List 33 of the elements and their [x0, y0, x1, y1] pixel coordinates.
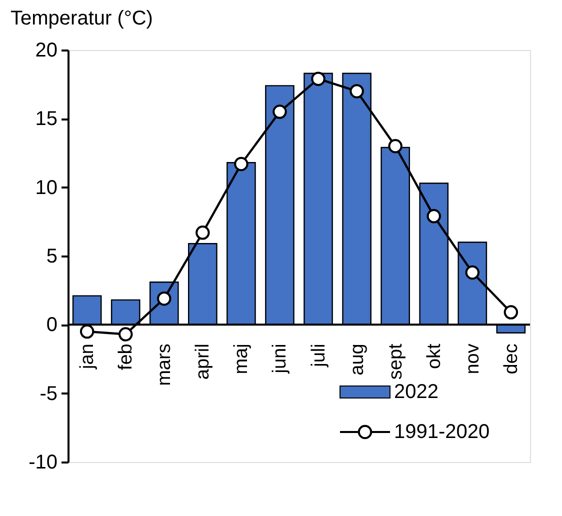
x-tick-label: sept [385, 342, 406, 380]
legend-label: 1991-2020 [394, 421, 490, 443]
point [465, 265, 480, 280]
y-tick-label: 10 [35, 176, 58, 199]
legend-label: 2022 [394, 381, 438, 403]
point [272, 104, 287, 119]
x-tick-label: maj [231, 344, 252, 374]
point [426, 209, 441, 224]
x-tick-label: okt [424, 342, 445, 370]
point [311, 72, 326, 86]
point [80, 324, 94, 339]
y-tick-label: 5 [46, 246, 58, 268]
x-tick-label: nov [462, 343, 484, 374]
point [388, 139, 402, 154]
y-tick-label: -10 [28, 452, 58, 474]
x-tick-label: juli [308, 344, 330, 368]
point [118, 327, 133, 342]
x-tick-label: juni [270, 344, 291, 374]
point [350, 84, 364, 98]
y-tick-label: 20 [35, 40, 58, 62]
x-tick-label: jan [77, 344, 98, 370]
y-tick-label: -5 [40, 382, 58, 405]
point [504, 305, 518, 320]
y-tick-label: 15 [35, 108, 58, 130]
x-tick-label: dec [500, 344, 522, 374]
x-tick-label: aug [346, 344, 368, 376]
point [196, 226, 210, 240]
x-tick-label: feb [116, 344, 137, 370]
x-tick-label: april [192, 344, 214, 380]
y-axis-title: Temperatur (°C) [10, 8, 153, 30]
x-tick-label: mars [154, 344, 176, 386]
y-tick-label: 0 [46, 314, 58, 336]
point [234, 156, 248, 172]
